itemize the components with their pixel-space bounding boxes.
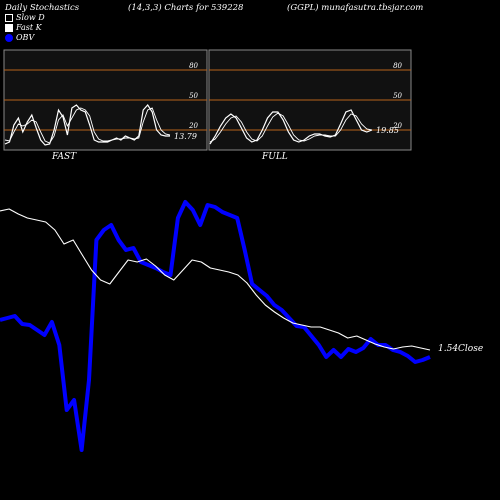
full-ytick-50: 50 [393,92,402,100]
price-last-label: 1.54Close [438,344,483,354]
legend-swatch-fast-k [5,24,13,32]
legend-label-slow-d: Slow D [16,13,45,22]
chart-header-left: Daily Stochastics [5,3,80,13]
fast-last-value-label: 13.79 [174,132,197,141]
legend-label-obv: OBV [16,33,35,42]
fast-ytick-80: 80 [189,62,198,70]
full-ytick-80: 80 [393,62,402,70]
fast-panel-title: FAST [52,152,77,162]
legend-item-slow-d: Slow D [5,13,45,23]
chart-header-center: (14,3,3) Charts for 539228 [128,3,244,13]
full-ytick-20: 20 [392,122,402,130]
full-series-1 [209,112,373,143]
obv-line [0,200,431,452]
legend-label-fast-k: Fast K [16,23,42,32]
full-last-value-label: 19.85 [376,126,399,135]
legend: Slow D Fast K OBV [5,13,45,43]
chart-header-right: (GGPL) munafasutra.tbsjar.com [287,3,424,13]
full-series-0 [209,109,373,145]
fast-ytick-50: 50 [189,92,198,100]
legend-swatch-slow-d [5,14,13,22]
price-line [0,208,431,351]
full-panel-title: FULL [262,152,288,162]
fast-ytick-20: 20 [188,122,198,130]
legend-item-fast-k: Fast K [5,23,45,33]
legend-swatch-obv [5,34,13,42]
fast-series-0 [4,104,170,146]
legend-item-obv: OBV [5,33,45,43]
fast-series-1 [4,107,171,144]
